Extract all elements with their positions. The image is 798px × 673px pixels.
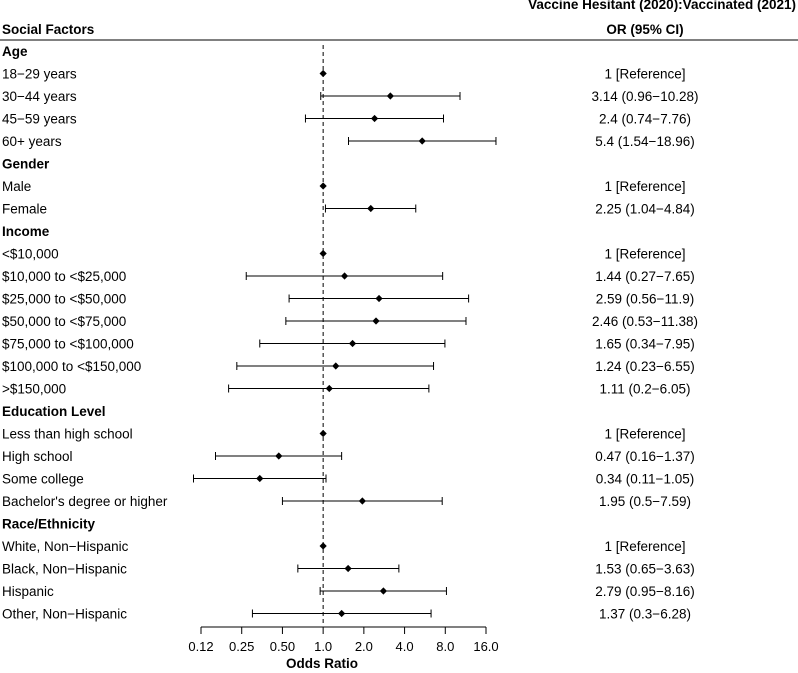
row-label: $25,000 to <$50,000: [2, 292, 126, 307]
row-label: 45−59 years: [2, 112, 77, 127]
x-tick-label: 0.12: [188, 639, 213, 654]
header-right-top: Vaccine Hesitant (2020):Vaccinated (2021…: [528, 0, 796, 12]
or-point: [418, 137, 426, 145]
row-label: Bachelor's degree or higher: [2, 494, 168, 509]
or-ci-text: 2.59 (0.56−11.9): [596, 292, 694, 307]
or-ci-text: 1 [Reference]: [604, 179, 685, 194]
group-title: Age: [2, 44, 28, 59]
row-label: Female: [2, 202, 47, 217]
or-point: [256, 474, 264, 483]
x-tick-label: 0.50: [270, 639, 295, 654]
or-ci-text: 0.34 (0.11−1.05): [596, 472, 694, 487]
or-point: [319, 249, 327, 258]
or-ci-text: 0.47 (0.16−1.37): [595, 449, 694, 464]
row-label: $10,000 to <$25,000: [2, 269, 126, 284]
header-or-ci: OR (95% CI): [606, 22, 683, 37]
or-ci-text: 2.46 (0.53−11.38): [592, 314, 698, 329]
row-label: Some college: [2, 472, 84, 487]
row-label: $100,000 to <$150,000: [2, 359, 141, 374]
or-point: [379, 587, 388, 595]
x-tick-label: 8.0: [436, 639, 454, 654]
x-axis: 0.12 0.25 0.50 1.0 2.0 4.0 8.0 16.0: [188, 626, 499, 654]
or-ci-text: 2.4 (0.74−7.76): [599, 112, 691, 127]
x-axis-title: Odds Ratio: [286, 656, 358, 671]
row-label: Hispanic: [2, 584, 54, 599]
or-ci-text: 1 [Reference]: [604, 427, 685, 442]
or-ci-text: 1 [Reference]: [604, 539, 685, 554]
group-title: Income: [2, 224, 50, 239]
or-ci-text: 1.95 (0.5−7.59): [599, 494, 691, 509]
row-label: Black, Non−Hispanic: [2, 562, 127, 577]
or-point: [375, 294, 383, 303]
or-ci-text: 1.11 (0.2−6.05): [600, 382, 691, 397]
or-ci-text: 1.53 (0.65−3.63): [595, 562, 694, 577]
row-label: 30−44 years: [2, 89, 77, 104]
or-point: [372, 317, 380, 325]
x-tick-label: 2.0: [355, 639, 373, 654]
or-ci-text: 5.4 (1.54−18.96): [595, 134, 694, 149]
or-ci-text: 1 [Reference]: [604, 247, 685, 262]
or-point: [370, 114, 379, 123]
row-label: $75,000 to <$100,000: [2, 337, 134, 352]
group-title: Education Level: [2, 404, 106, 419]
row-label: <$10,000: [2, 247, 59, 262]
rows-layer: Age 18−29 years 1 [Reference] 30−44 years 3.…: [2, 44, 698, 622]
or-ci-text: 2.25 (1.04−4.84): [595, 202, 694, 217]
or-ci-text: 1.65 (0.34−7.95): [595, 337, 694, 352]
or-point: [348, 339, 357, 348]
or-point: [358, 497, 366, 505]
row-label: Other, Non−Hispanic: [2, 607, 127, 622]
or-point: [386, 92, 394, 100]
row-label: 60+ years: [2, 134, 62, 149]
or-point: [338, 609, 346, 618]
or-point: [340, 272, 349, 280]
x-tick-label: 4.0: [396, 639, 414, 654]
plot-layer: [192, 45, 497, 625]
or-ci-text: 1.24 (0.23−6.55): [595, 359, 694, 374]
x-tick-label: 16.0: [473, 639, 498, 654]
row-label: >$150,000: [2, 382, 66, 397]
row-label: Less than high school: [2, 427, 133, 442]
row-label: High school: [2, 449, 73, 464]
or-point: [332, 362, 340, 370]
or-ci-text: 1.37 (0.3−6.28): [599, 607, 691, 622]
or-ci-text: 1.44 (0.27−7.65): [595, 269, 694, 284]
or-ci-text: 2.79 (0.95−8.16): [595, 584, 694, 599]
row-label: 18−29 years: [2, 67, 77, 82]
or-point: [344, 564, 352, 573]
row-label: Male: [2, 179, 31, 194]
header-social-factors: Social Factors: [2, 22, 94, 37]
or-ci-text: 3.14 (0.96−10.28): [592, 89, 699, 104]
group-title: Gender: [2, 157, 50, 172]
or-point: [275, 452, 283, 460]
or-point: [367, 204, 375, 213]
x-tick-label: 1.0: [314, 639, 332, 654]
row-label: $50,000 to <$75,000: [2, 314, 126, 329]
x-tick-label: 0.25: [229, 639, 254, 654]
or-point: [325, 384, 333, 393]
row-label: White, Non−Hispanic: [2, 539, 129, 554]
or-ci-text: 1 [Reference]: [604, 67, 685, 82]
group-title: Race/Ethnicity: [2, 517, 96, 532]
